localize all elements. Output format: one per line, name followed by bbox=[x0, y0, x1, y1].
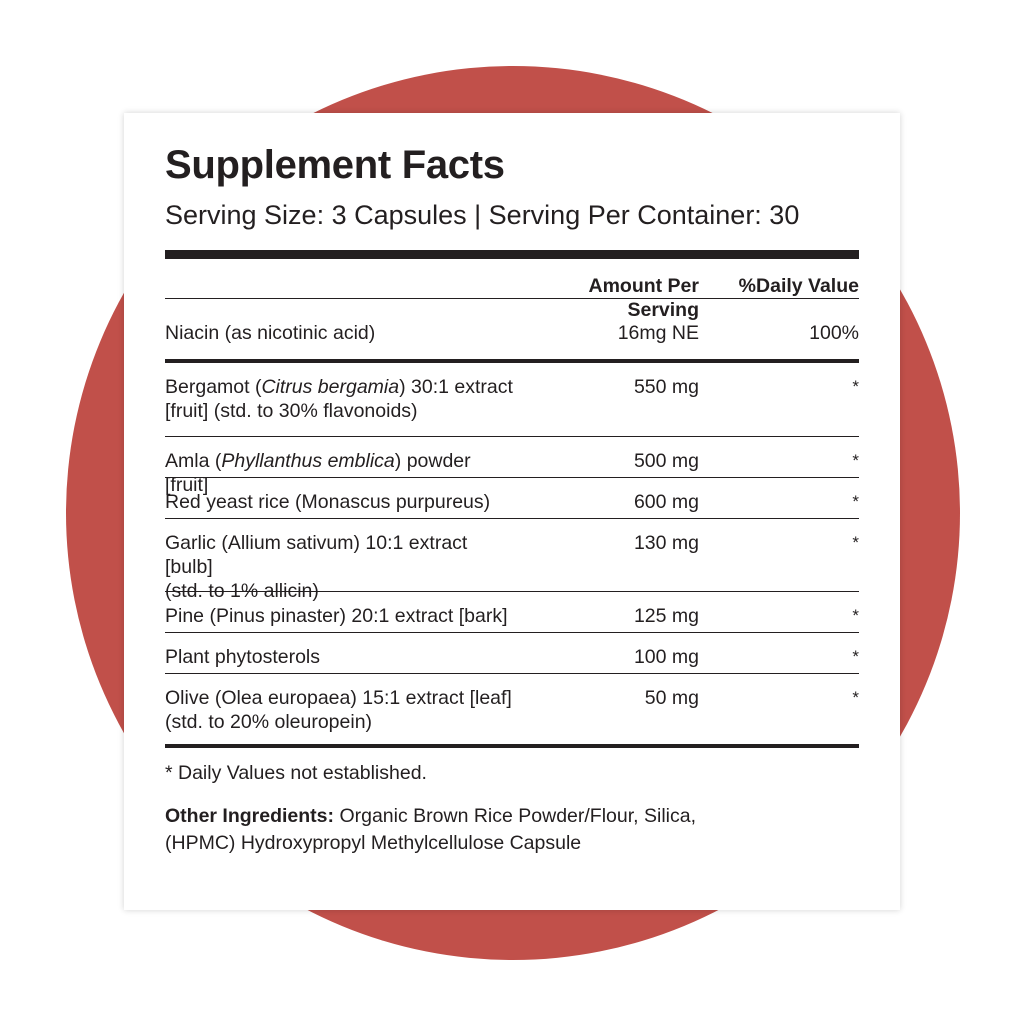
ingredient-name: Bergamot (Citrus bergamia) 30:1 extract … bbox=[165, 375, 519, 423]
serving-info: Serving Size: 3 Capsules | Serving Per C… bbox=[165, 200, 800, 230]
ingredient-amount: 500 mg bbox=[633, 450, 699, 472]
ingredient-name: Olive (Olea europaea) 15:1 extract [leaf… bbox=[165, 686, 519, 734]
ingredient-latin-name: Phyllanthus emblica bbox=[221, 450, 395, 472]
ingredient-name: Garlic (Allium sativum) 10:1 extract [bu… bbox=[165, 531, 519, 603]
table-row: Garlic (Allium sativum) 10:1 extract [bu… bbox=[165, 519, 859, 602]
other-ingredients-label: Other Ingredients: bbox=[165, 805, 335, 827]
ingredient-dv: 100% bbox=[809, 322, 859, 344]
other-ingredients-text: Organic Brown Rice Powder/Flour, Silica, bbox=[334, 805, 696, 827]
divider bbox=[165, 591, 859, 592]
ingredient-name-part: ) powder [fruit] bbox=[165, 450, 471, 496]
divider bbox=[165, 477, 859, 478]
table-row-niacin: Niacin (as nicotinic acid) 16mg NE 100% bbox=[165, 299, 859, 359]
table-row: Pine (Pinus pinaster) 20:1 extract [bark… bbox=[165, 592, 859, 632]
ingredient-name-part: Garlic (Allium sativum) 10:1 extract [bu… bbox=[165, 532, 468, 578]
daily-value-footnote: * Daily Values not established. bbox=[165, 762, 427, 784]
ingredient-amount: 50 mg bbox=[644, 687, 699, 709]
ingredient-amount: 125 mg bbox=[633, 605, 699, 627]
ingredient-amount: 600 mg bbox=[633, 491, 699, 513]
ingredient-name: Pine (Pinus pinaster) 20:1 extract [bark… bbox=[165, 605, 508, 627]
ingredient-name: Plant phytosterols bbox=[165, 646, 321, 668]
ingredient-name: Amla (Phyllanthus emblica) powder [fruit… bbox=[165, 449, 519, 497]
ingredient-name-line2: [fruit] (std. to 30% flavonoids) bbox=[165, 400, 418, 422]
ingredient-latin-name: Citrus bergamia bbox=[261, 376, 400, 398]
other-ingredients: Other Ingredients: Organic Brown Rice Po… bbox=[165, 803, 859, 857]
ingredient-amount: 100 mg bbox=[633, 646, 699, 668]
ingredient-name-line2: (std. to 20% oleuropein) bbox=[165, 711, 373, 733]
medium-divider bbox=[165, 359, 859, 363]
panel-title: Supplement Facts bbox=[165, 143, 505, 187]
ingredient-name-line2: (std. to 1% allicin) bbox=[165, 580, 319, 602]
ingredient-dv: * bbox=[852, 377, 859, 396]
ingredient-dv: * bbox=[852, 451, 859, 470]
supplement-facts-panel: Supplement Facts Serving Size: 3 Capsule… bbox=[124, 113, 900, 910]
ingredient-name: Niacin (as nicotinic acid) bbox=[165, 322, 376, 344]
other-ingredients-text-line2: (HPMC) Hydroxypropyl Methylcellulose Cap… bbox=[165, 832, 582, 854]
medium-divider bbox=[165, 744, 859, 748]
thick-divider bbox=[165, 250, 859, 259]
ingredient-dv: * bbox=[852, 606, 859, 625]
ingredient-name-part: Amla ( bbox=[165, 450, 222, 472]
divider bbox=[165, 436, 859, 437]
divider bbox=[165, 632, 859, 633]
header-amount: Amount Per Serving bbox=[588, 275, 699, 321]
ingredient-amount: 130 mg bbox=[633, 532, 699, 554]
table-header: Amount Per Serving %Daily Value bbox=[165, 259, 859, 321]
divider bbox=[165, 518, 859, 519]
ingredient-amount: 550 mg bbox=[633, 376, 699, 398]
panel-content: Supplement Facts Serving Size: 3 Capsule… bbox=[165, 143, 859, 857]
ingredient-dv: * bbox=[852, 533, 859, 552]
header-daily-value: %Daily Value bbox=[738, 275, 859, 297]
ingredient-dv: * bbox=[852, 647, 859, 666]
ingredient-dv: * bbox=[852, 492, 859, 511]
table-row: Plant phytosterols 100 mg * bbox=[165, 633, 859, 673]
ingredient-name-part: Olive (Olea europaea) 15:1 extract [leaf… bbox=[165, 687, 512, 709]
ingredient-amount: 16mg NE bbox=[617, 322, 699, 344]
table-row: Amla (Phyllanthus emblica) powder [fruit… bbox=[165, 437, 859, 496]
divider bbox=[165, 298, 859, 299]
table-row: Olive (Olea europaea) 15:1 extract [leaf… bbox=[165, 674, 859, 744]
divider bbox=[165, 673, 859, 674]
table-row: Bergamot (Citrus bergamia) 30:1 extract … bbox=[165, 363, 859, 436]
ingredient-name-part: Bergamot ( bbox=[165, 376, 262, 398]
table-row: Red yeast rice (Monascus purpureus) 600 … bbox=[165, 478, 859, 518]
ingredient-name: Red yeast rice (Monascus purpureus) bbox=[165, 491, 491, 513]
ingredient-dv: * bbox=[852, 688, 859, 707]
ingredient-name-part: ) 30:1 extract bbox=[399, 376, 513, 398]
